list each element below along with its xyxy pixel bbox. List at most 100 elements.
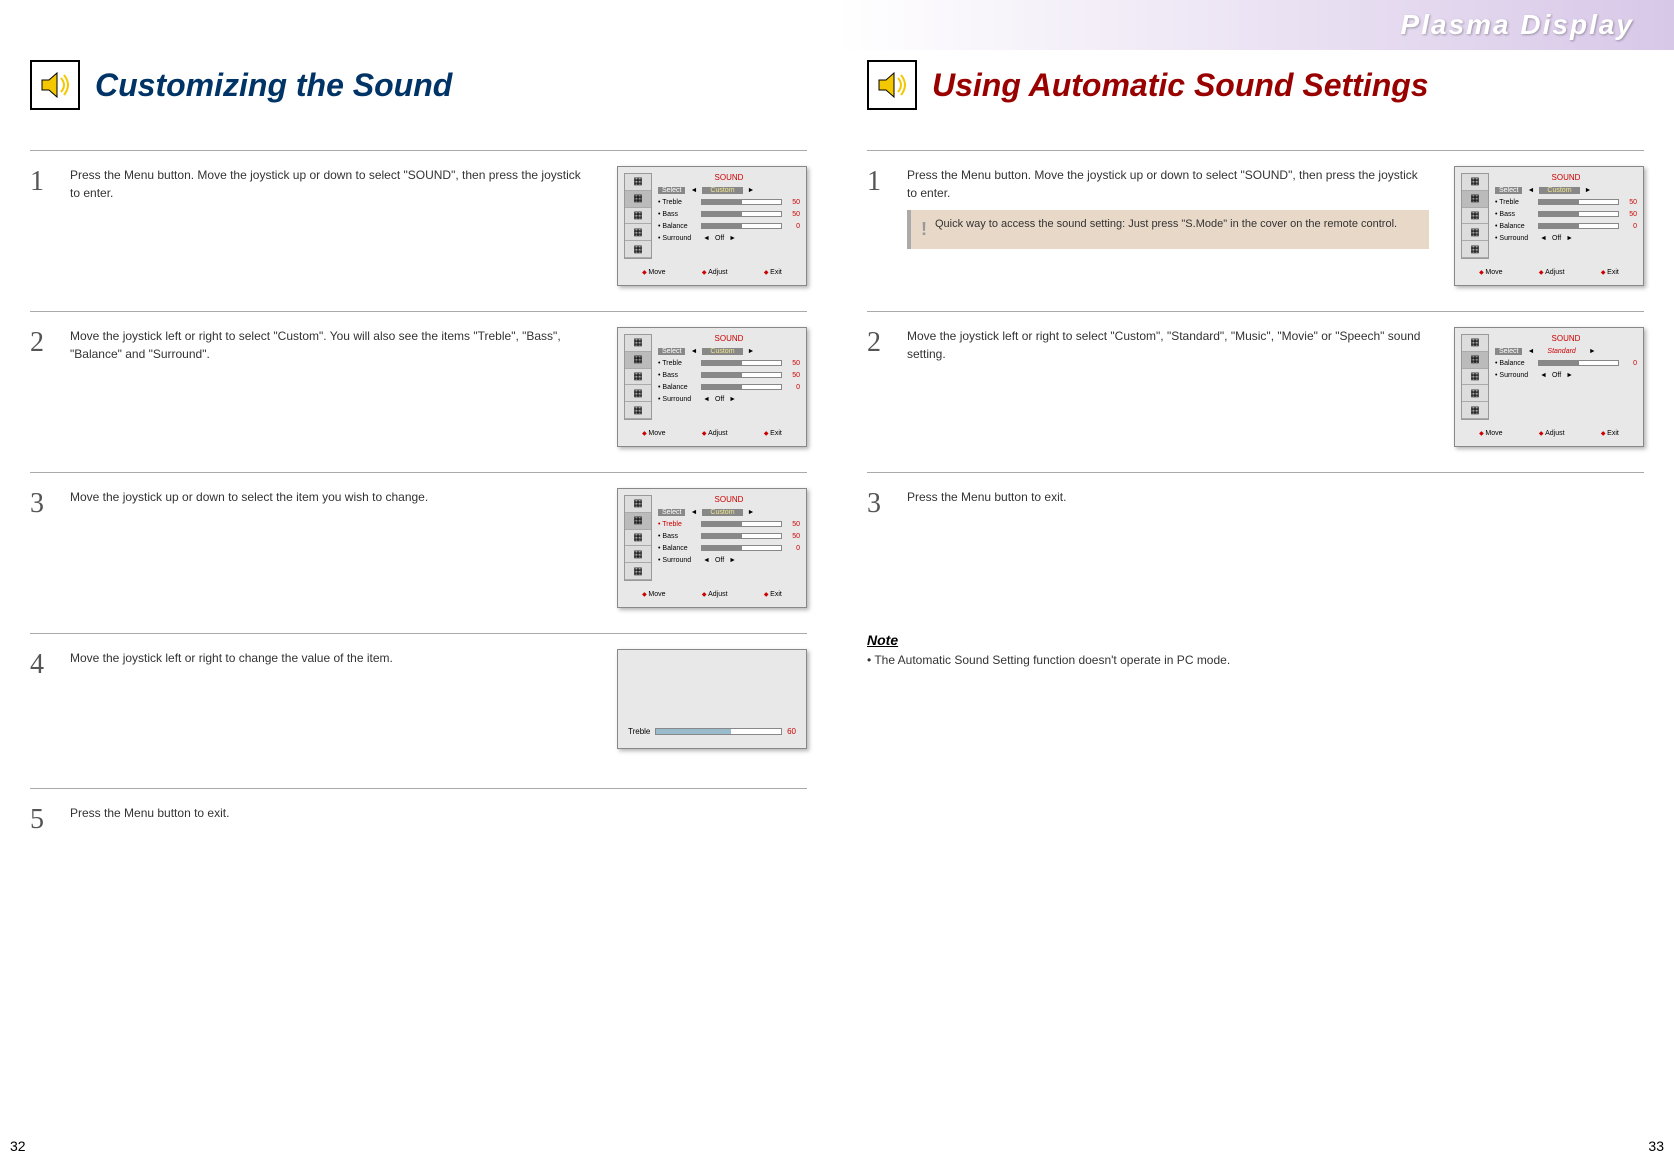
osd-item-label: • Treble (658, 360, 698, 367)
osd-panel: ▦▦▦▦▦ SOUND Select◄Custom►• Treble50• Ba… (617, 488, 807, 608)
osd-title: SOUND (658, 495, 800, 504)
osd-nav-item: ▦ (625, 546, 651, 563)
osd-item-value: 0 (1622, 223, 1637, 230)
osd-nav-item: ▦ (625, 241, 651, 258)
step-number: 1 (30, 166, 60, 198)
osd-footer-adjust: Adjust (1539, 430, 1565, 437)
osd-item-value: Off (1552, 235, 1561, 242)
right-page: Using Automatic Sound Settings 1 Press t… (837, 0, 1674, 1169)
osd-nav: ▦▦▦▦▦ (1461, 173, 1489, 259)
step: 2 Move the joystick left or right to sel… (867, 311, 1644, 447)
osd-nav-item: ▦ (625, 513, 651, 530)
step-number: 5 (30, 804, 60, 836)
osd-select-btn: Select (658, 187, 685, 194)
osd-item-label: • Surround (658, 235, 698, 242)
step: 2 Move the joystick left or right to sel… (30, 311, 807, 447)
osd-nav-item: ▦ (625, 224, 651, 241)
osd-item-label: • Balance (658, 384, 698, 391)
osd-footer-exit: Exit (1601, 430, 1619, 437)
left-page-title: Customizing the Sound (95, 67, 452, 104)
osd-item-bar (701, 360, 782, 366)
osd-nav-item: ▦ (1462, 402, 1488, 419)
osd-nav-item: ▦ (625, 335, 651, 352)
adjust-value: 60 (787, 727, 796, 736)
osd-item-value: 50 (1622, 199, 1637, 206)
osd-panel: ▦▦▦▦▦ SOUND Select◄Custom►• Treble50• Ba… (617, 166, 807, 286)
speaker-icon (867, 60, 917, 110)
left-pagenum: 32 (10, 1138, 26, 1154)
osd-item-value: 50 (785, 360, 800, 367)
adjust-label: Treble (628, 727, 650, 736)
right-page-title: Using Automatic Sound Settings (932, 67, 1429, 104)
step: 5 Press the Menu button to exit. (30, 788, 807, 918)
osd-item-label: • Bass (658, 533, 698, 540)
step: 1 Press the Menu button. Move the joysti… (30, 150, 807, 286)
osd-nav-item: ▦ (625, 352, 651, 369)
osd-panel: ▦▦▦▦▦ SOUND Select◄Standard► • Balance0 … (1454, 327, 1644, 447)
osd-nav-item: ▦ (625, 208, 651, 225)
osd-item-value: Off (715, 557, 724, 564)
osd-footer-move: Move (1479, 269, 1502, 276)
note-section: Note • The Automatic Sound Setting funct… (867, 632, 1644, 667)
osd-select-value: Custom (1539, 187, 1579, 194)
osd-item-label: • Treble (658, 521, 698, 528)
osd-nav-item: ▦ (625, 174, 651, 191)
osd-adjust-panel: Treble 60 (617, 649, 807, 749)
step-number: 4 (30, 649, 60, 681)
step-text: Move the joystick up or down to select t… (70, 488, 607, 506)
osd-nav-item: ▦ (1462, 224, 1488, 241)
osd-item-value: 0 (785, 223, 800, 230)
osd-item-bar (701, 521, 782, 527)
osd-nav-item: ▦ (625, 563, 651, 580)
osd-title: SOUND (1495, 173, 1637, 182)
osd-item-bar (701, 211, 782, 217)
osd-item-value: Off (715, 396, 724, 403)
osd-nav-item: ▦ (1462, 385, 1488, 402)
osd-nav-item: ▦ (625, 530, 651, 547)
osd-item-value: Off (1552, 372, 1561, 379)
osd-item-value: 0 (1622, 360, 1637, 367)
quick-tip: ! Quick way to access the sound setting: … (907, 210, 1429, 249)
osd-item-label: • Bass (658, 211, 698, 218)
quick-tip-text: Quick way to access the sound setting: J… (935, 216, 1397, 233)
step-text: Press the Menu button to exit. (907, 488, 1644, 506)
osd-footer-exit: Exit (764, 591, 782, 598)
osd-item-bar (701, 372, 782, 378)
step-text: Move the joystick left or right to selec… (70, 327, 607, 363)
osd-footer-adjust: Adjust (1539, 269, 1565, 276)
osd-footer-exit: Exit (764, 269, 782, 276)
osd-item-bar (701, 199, 782, 205)
exclaim-icon: ! (921, 216, 927, 243)
osd-nav-item: ▦ (625, 402, 651, 419)
osd-item-label: • Treble (658, 199, 698, 206)
osd-nav: ▦▦▦▦▦ (624, 173, 652, 259)
osd-nav-item: ▦ (625, 369, 651, 386)
osd-footer: Move Adjust Exit (624, 587, 800, 601)
adjust-bar (655, 728, 782, 735)
note-text: • The Automatic Sound Setting function d… (867, 653, 1644, 667)
step: 3 Press the Menu button to exit. (867, 472, 1644, 602)
osd-item-label: • Bass (658, 372, 698, 379)
osd-select-value: Custom (702, 509, 742, 516)
osd-footer: Move Adjust Exit (1461, 265, 1637, 279)
osd-panel: ▦▦▦▦▦ SOUND Select◄Custom►• Treble50• Ba… (617, 327, 807, 447)
osd-nav: ▦▦▦▦▦ (1461, 334, 1489, 420)
step-number: 2 (30, 327, 60, 359)
step-number: 3 (867, 488, 897, 520)
osd-item-value: 50 (785, 533, 800, 540)
right-pagenum: 33 (1648, 1138, 1664, 1154)
osd-title: SOUND (1495, 334, 1637, 343)
osd-nav-item: ▦ (625, 385, 651, 402)
osd-footer-exit: Exit (764, 430, 782, 437)
osd-item-label: • Balance (1495, 223, 1535, 230)
speaker-icon (30, 60, 80, 110)
osd-item-label: • Balance (1495, 360, 1535, 367)
osd-nav-item: ▦ (1462, 352, 1488, 369)
osd-title: SOUND (658, 334, 800, 343)
osd-item-label: • Balance (658, 223, 698, 230)
left-title-row: Customizing the Sound (30, 60, 807, 110)
osd-item-label: • Surround (658, 396, 698, 403)
osd-select-btn: Select (1495, 348, 1522, 355)
osd-item-bar (1538, 199, 1619, 205)
step-text: Move the joystick left or right to selec… (907, 327, 1444, 363)
